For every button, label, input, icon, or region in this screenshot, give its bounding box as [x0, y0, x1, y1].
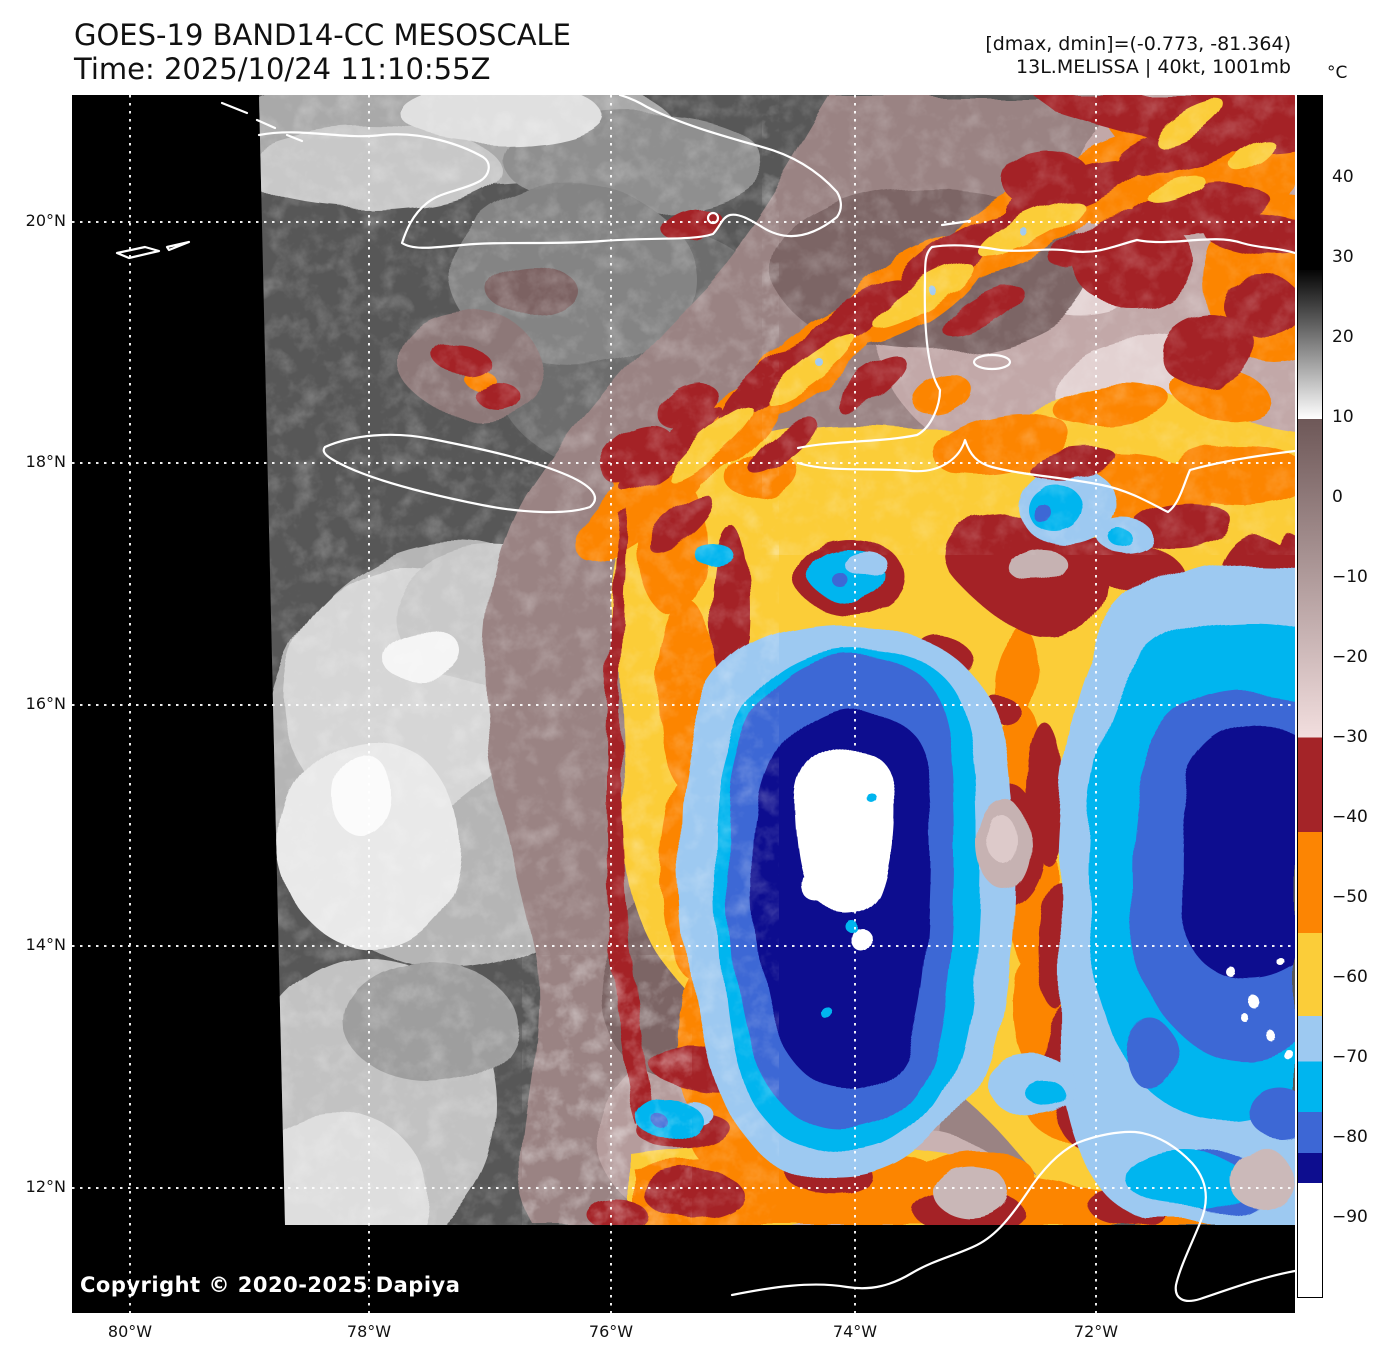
colorbar-tick-labels: 40 30 20 10 0 −10 −20 −30 −40 −50 −60 −70 −80 −90 [1332, 95, 1388, 1298]
lon-tick-72°W: 72°W [1073, 1322, 1119, 1341]
eastern-cold-cloud-rings [1055, 557, 1295, 1225]
colorbar-tick-10: 10 [1332, 407, 1354, 427]
colorbar-tick-−20: −20 [1332, 647, 1368, 667]
lat-tick-12°N: 12°N [25, 1177, 66, 1196]
graticule-layer [72, 95, 1295, 1313]
lon-tick-80°W: 80°W [107, 1322, 153, 1341]
coastline-layer [115, 95, 1295, 1302]
colorbar-tick-20: 20 [1332, 327, 1354, 347]
coastline-hispaniola-north [796, 238, 1295, 450]
lat-tick-20°N: 20°N [25, 211, 66, 230]
colorbar-tick-40: 40 [1332, 167, 1354, 187]
cloud-color-layer [259, 95, 1295, 1225]
coastline-south-america [730, 1130, 1295, 1302]
coastline-hispaniola-south [796, 438, 1295, 514]
temperature-colorbar [1297, 95, 1323, 1298]
lat-tick-16°N: 16°N [25, 694, 66, 713]
colorbar-unit-label: °C [1327, 63, 1348, 83]
colorbar-tick-−80: −80 [1332, 1127, 1368, 1147]
page-title: GOES-19 BAND14-CC MESOSCALE [74, 18, 572, 52]
colorbar-tick-−60: −60 [1332, 967, 1368, 987]
metadata-block: [dmax, dmin]=(-0.773, -81.364) 13L.MELIS… [985, 33, 1291, 79]
lat-tick-14°N: 14°N [25, 935, 66, 954]
colorbar-tick-−10: −10 [1332, 567, 1368, 587]
lon-tick-74°W: 74°W [832, 1322, 878, 1341]
copyright-watermark: Copyright © 2020-2025 Dapiya [80, 1273, 461, 1297]
lon-tick-76°W: 76°W [588, 1322, 634, 1341]
lat-tick-18°N: 18°N [25, 452, 66, 471]
lon-tick-78°W: 78°W [346, 1322, 392, 1341]
storm-status-readout: 13L.MELISSA | 40kt, 1001mb [1016, 56, 1291, 78]
colorbar-tick-−90: −90 [1332, 1207, 1368, 1227]
colorbar-tick-0: 0 [1332, 487, 1343, 507]
coastline-jamaica [322, 433, 596, 514]
hurricane-core-rings [679, 626, 1011, 1183]
timestamp: Time: 2025/10/24 11:10:55Z [74, 52, 491, 86]
map-frame: Copyright © 2020-2025 Dapiya [72, 95, 1295, 1313]
satellite-map-canvas [72, 95, 1295, 1313]
coastline-cuba [257, 95, 842, 249]
data-range-readout: [dmax, dmin]=(-0.773, -81.364) [985, 33, 1291, 55]
latitude-axis-labels: 20°N 18°N 16°N 14°N 12°N [0, 0, 66, 1359]
colorbar-tick-−40: −40 [1332, 807, 1368, 827]
title-block: GOES-19 BAND14-CC MESOSCALE Time: 2025/1… [74, 18, 571, 86]
colorbar-tick-−30: −30 [1332, 727, 1368, 747]
colorbar-tick-30: 30 [1332, 247, 1354, 267]
colorbar-tick-−70: −70 [1332, 1047, 1368, 1067]
colorbar-tick-−50: −50 [1332, 887, 1368, 907]
